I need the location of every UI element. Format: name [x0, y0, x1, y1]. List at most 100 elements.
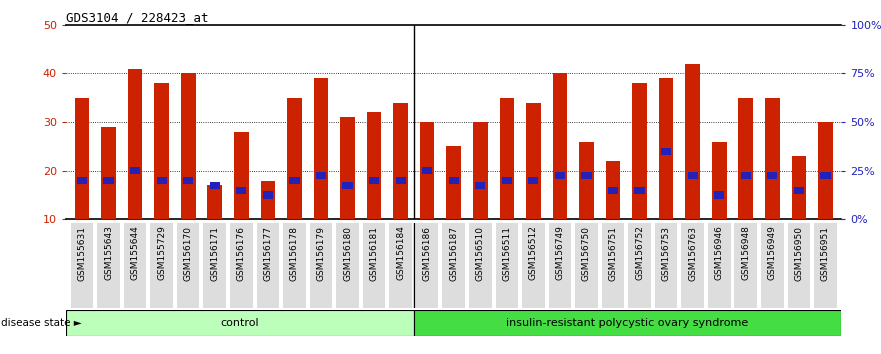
Text: GSM156750: GSM156750 [582, 225, 591, 281]
Bar [369, 177, 379, 184]
Bar [366, 113, 381, 219]
Text: GSM156951: GSM156951 [821, 225, 830, 281]
FancyBboxPatch shape [416, 223, 439, 308]
FancyBboxPatch shape [708, 223, 730, 308]
FancyBboxPatch shape [124, 223, 146, 308]
Bar [738, 98, 753, 219]
Text: GSM156751: GSM156751 [609, 225, 618, 281]
Bar [685, 64, 700, 219]
Bar [314, 78, 329, 219]
Bar [555, 172, 565, 179]
FancyBboxPatch shape [413, 310, 841, 336]
Bar [501, 177, 512, 184]
Bar [500, 98, 515, 219]
FancyBboxPatch shape [495, 223, 518, 308]
FancyBboxPatch shape [363, 223, 385, 308]
Bar [263, 192, 273, 199]
FancyBboxPatch shape [310, 223, 332, 308]
Bar [581, 172, 591, 179]
Text: GSM156510: GSM156510 [476, 225, 485, 281]
Bar [794, 187, 804, 194]
Text: GSM156171: GSM156171 [211, 225, 219, 281]
Bar [606, 161, 620, 219]
Text: GSM155643: GSM155643 [104, 225, 113, 280]
Bar [343, 182, 352, 189]
FancyBboxPatch shape [575, 223, 597, 308]
Bar [287, 98, 301, 219]
Text: GSM156749: GSM156749 [555, 225, 565, 280]
Text: GSM155631: GSM155631 [78, 225, 86, 281]
Bar [101, 127, 116, 219]
Text: GSM156177: GSM156177 [263, 225, 272, 281]
Bar [791, 156, 806, 219]
Text: GSM156512: GSM156512 [529, 225, 538, 280]
Bar [741, 172, 751, 179]
Bar [447, 147, 461, 219]
Text: GDS3104 / 228423_at: GDS3104 / 228423_at [66, 11, 209, 24]
Bar [236, 187, 247, 194]
Text: GSM156176: GSM156176 [237, 225, 246, 281]
Bar [210, 182, 220, 189]
Text: GSM156752: GSM156752 [635, 225, 644, 280]
FancyBboxPatch shape [469, 223, 492, 308]
FancyBboxPatch shape [628, 223, 651, 308]
FancyBboxPatch shape [735, 223, 757, 308]
FancyBboxPatch shape [389, 223, 412, 308]
Bar [157, 177, 167, 184]
Text: GSM156170: GSM156170 [184, 225, 193, 281]
Bar [448, 177, 459, 184]
FancyBboxPatch shape [177, 223, 199, 308]
Bar [183, 177, 193, 184]
Text: GSM156511: GSM156511 [502, 225, 511, 281]
Bar [820, 172, 831, 179]
Text: GSM156949: GSM156949 [768, 225, 777, 280]
FancyBboxPatch shape [230, 223, 253, 308]
Bar [289, 177, 300, 184]
Text: disease state ►: disease state ► [1, 318, 82, 328]
Bar [420, 122, 434, 219]
FancyBboxPatch shape [442, 223, 465, 308]
Bar [475, 182, 485, 189]
Bar [422, 167, 433, 175]
Bar [765, 98, 780, 219]
Bar [340, 117, 355, 219]
Bar [608, 187, 618, 194]
Text: GSM156753: GSM156753 [662, 225, 670, 281]
FancyBboxPatch shape [814, 223, 837, 308]
Bar [473, 122, 487, 219]
Bar [261, 181, 275, 219]
Bar [128, 69, 143, 219]
Bar [207, 185, 222, 219]
Text: insulin-resistant polycystic ovary syndrome: insulin-resistant polycystic ovary syndr… [507, 318, 749, 328]
Text: GSM156180: GSM156180 [343, 225, 352, 281]
Bar [130, 167, 140, 175]
Text: GSM156184: GSM156184 [396, 225, 405, 280]
Bar [77, 177, 87, 184]
Text: GSM156181: GSM156181 [369, 225, 379, 281]
Bar [103, 177, 114, 184]
FancyBboxPatch shape [549, 223, 571, 308]
FancyBboxPatch shape [337, 223, 359, 308]
FancyBboxPatch shape [70, 223, 93, 308]
Bar [661, 148, 671, 155]
FancyBboxPatch shape [522, 223, 544, 308]
Bar [633, 83, 647, 219]
Bar [396, 177, 406, 184]
Bar [529, 177, 538, 184]
FancyBboxPatch shape [256, 223, 279, 308]
Text: control: control [220, 318, 259, 328]
Bar [714, 192, 724, 199]
FancyBboxPatch shape [655, 223, 677, 308]
Text: GSM156950: GSM156950 [795, 225, 803, 281]
FancyBboxPatch shape [283, 223, 306, 308]
Bar [234, 132, 248, 219]
FancyBboxPatch shape [761, 223, 783, 308]
Text: GSM156187: GSM156187 [449, 225, 458, 281]
Bar [767, 172, 777, 179]
Text: GSM156948: GSM156948 [741, 225, 751, 280]
FancyBboxPatch shape [602, 223, 625, 308]
Bar [634, 187, 645, 194]
Bar [154, 83, 169, 219]
Bar [712, 142, 727, 219]
Bar [579, 142, 594, 219]
